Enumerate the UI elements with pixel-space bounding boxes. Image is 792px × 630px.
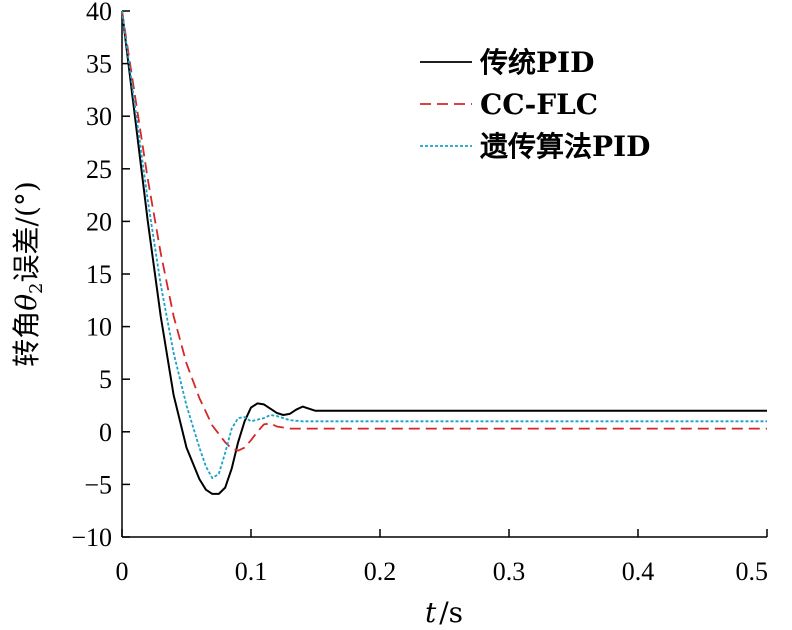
y-tick-label: 10 xyxy=(86,313,112,342)
plot-frame xyxy=(121,11,767,538)
y-tick-label: 35 xyxy=(86,50,112,79)
x-tick-label: 0.5 xyxy=(736,557,769,586)
y-tick-label: 25 xyxy=(86,155,112,184)
x-tick-label: 0.3 xyxy=(493,557,526,586)
y-tick-label: 5 xyxy=(99,365,112,394)
legend-label-traditional-pid: 传统PID xyxy=(479,46,594,79)
legend-label-ga-pid: 遗传算法PID xyxy=(480,130,650,163)
y-tick-label: 0 xyxy=(99,418,112,447)
series-cc-flc xyxy=(121,10,767,452)
series-layer xyxy=(121,10,767,495)
x-tick-label: 0.2 xyxy=(364,557,397,586)
y-ticks: −10 −5 0 5 10 15 20 25 30 35 40 xyxy=(71,0,130,552)
y-axis-subscript: 2 xyxy=(26,282,47,293)
y-axis-title-prefix: 转角 xyxy=(10,311,43,367)
x-axis-variable: t xyxy=(425,596,437,629)
x-tick-label: 0.1 xyxy=(235,557,268,586)
y-tick-label: 40 xyxy=(86,0,112,26)
x-ticks: 0 0.1 0.2 0.3 0.4 0.5 xyxy=(116,529,769,586)
y-axis-variable: θ xyxy=(10,294,43,311)
series-ga-pid xyxy=(121,10,767,479)
y-axis-title-suffix: 误差/(°) xyxy=(10,181,43,282)
y-tick-label: 30 xyxy=(86,102,112,131)
y-axis-title: 转角θ2误差/(°) xyxy=(10,181,47,367)
x-axis-unit: /s xyxy=(439,596,463,629)
y-tick-label: −10 xyxy=(71,523,112,552)
x-tick-label: 0.4 xyxy=(622,557,655,586)
y-tick-label: −5 xyxy=(84,470,112,499)
y-tick-label: 20 xyxy=(86,207,112,236)
legend-label-cc-flc: CC-FLC xyxy=(480,88,598,121)
x-tick-label: 0 xyxy=(116,557,129,586)
x-axis-title: t/s xyxy=(425,596,463,629)
legend: 传统PID CC-FLC 遗传算法PID xyxy=(420,46,650,163)
series-traditional-pid xyxy=(121,10,767,495)
y-tick-label: 15 xyxy=(86,260,112,289)
